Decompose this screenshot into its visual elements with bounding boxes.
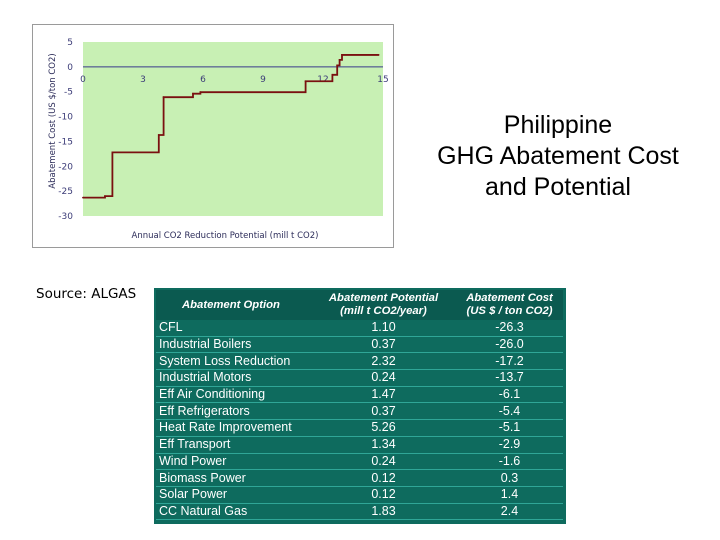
table-row: Eff Air Conditioning 1.47 -6.1 [156, 386, 563, 404]
row-potential: 0.24 [311, 369, 456, 387]
row-cost: -26.0 [456, 336, 563, 354]
table-row: Eff Transport 1.34 -2.9 [156, 436, 563, 454]
row-potential: 0.12 [311, 469, 456, 487]
row-option: System Loss Reduction [156, 352, 311, 371]
table-row: CFL 1.10 -26.3 [156, 320, 563, 337]
row-option: CFL [156, 320, 311, 337]
row-cost: -13.7 [456, 369, 563, 387]
table-header-row: Abatement Option Abatement Potential (mi… [156, 290, 563, 320]
row-potential: 0.24 [311, 453, 456, 471]
row-option: Industrial Motors [156, 369, 311, 387]
header-potential-line1: Abatement Potential [328, 292, 439, 304]
row-option: CC Natural Gas [156, 503, 311, 521]
y-tick-label: 5 [67, 38, 73, 48]
table-row: Heat Rate Improvement 5.26 -5.1 [156, 419, 563, 437]
table-row: Industrial Boilers 0.37 -26.0 [156, 336, 563, 354]
x-tick-label: 9 [260, 75, 266, 85]
y-tick-label: -20 [58, 162, 73, 172]
data-point [336, 64, 339, 67]
row-cost: 2.4 [456, 503, 563, 521]
y-tick-label: -10 [58, 113, 73, 123]
table-row: Biomass Power 0.12 0.3 [156, 469, 563, 487]
table-row: Eff Refrigerators 0.37 -5.4 [156, 402, 563, 421]
slide-title: Philippine GHG Abatement Cost and Potent… [418, 110, 698, 203]
data-point [199, 91, 202, 94]
data-point [111, 151, 114, 154]
y-tick-label: -30 [58, 212, 73, 222]
y-axis-title: Abatement Cost (US $/ton CO2) [48, 53, 58, 188]
x-tick-label: 6 [200, 75, 206, 85]
row-option: Heat Rate Improvement [156, 419, 311, 437]
header-potential: Abatement Potential (mill t CO2/year) [311, 290, 456, 320]
row-potential: 1.10 [311, 320, 456, 337]
row-potential: 0.12 [311, 486, 456, 504]
row-option: Solar Power [156, 486, 311, 504]
row-option: Industrial Boilers [156, 336, 311, 354]
header-option-label: Abatement Option [182, 298, 280, 311]
row-cost: -6.1 [456, 386, 563, 404]
y-tick-label: -15 [58, 137, 73, 147]
x-tick-label: 3 [140, 75, 146, 85]
row-cost: -17.2 [456, 352, 563, 371]
header-option: Abatement Option [156, 290, 311, 320]
abatement-chart: 5 0 -5 -10 -15 -20 -25 -30 0 3 6 9 12 15 Annual CO2 Re… [32, 24, 394, 248]
table-row: Wind Power 0.24 -1.6 [156, 453, 563, 471]
table-body: CFL 1.10 -26.3 Industrial Boilers 0.37 -26.0 S… [156, 320, 563, 521]
row-potential: 2.32 [311, 352, 456, 371]
table-row: Solar Power 0.12 1.4 [156, 486, 563, 504]
data-point [338, 58, 341, 61]
data-point [82, 196, 84, 199]
data-point [341, 54, 343, 56]
data-point [192, 92, 194, 95]
header-potential-line2: (mill t CO2/year) [340, 305, 427, 317]
row-option: Eff Air Conditioning [156, 386, 311, 404]
data-point [104, 195, 106, 198]
row-potential: 0.37 [311, 402, 456, 421]
row-option: Biomass Power [156, 469, 311, 487]
row-cost: 1.4 [456, 486, 563, 504]
x-tick-label: 0 [80, 75, 86, 85]
title-line: and Potential [485, 173, 631, 201]
data-point [157, 134, 160, 136]
data-point [331, 73, 334, 76]
source-label: Source: ALGAS [36, 286, 137, 302]
plot-area [83, 42, 383, 216]
row-cost: -26.3 [456, 320, 563, 337]
x-tick-label: 12 [317, 75, 328, 85]
row-option: Eff Transport [156, 436, 311, 454]
x-tick-label: 15 [377, 75, 388, 85]
data-point [162, 96, 165, 99]
y-tick-label: 0 [67, 63, 73, 73]
row-cost: 0.3 [456, 469, 563, 487]
table-row: CC Natural Gas 1.83 2.4 [156, 503, 563, 521]
row-potential: 5.26 [311, 419, 456, 437]
header-cost: Abatement Cost (US $ / ton CO2) [456, 290, 563, 320]
title-line: Philippine [503, 111, 613, 139]
header-cost-line1: Abatement Cost [466, 292, 553, 304]
row-option: Eff Refrigerators [156, 402, 311, 421]
row-cost: -5.4 [456, 402, 563, 421]
x-axis-title: Annual CO2 Reduction Potential (mill t C… [132, 231, 319, 241]
data-point [304, 80, 307, 83]
row-cost: -5.1 [456, 419, 563, 437]
chart-svg: 5 0 -5 -10 -15 -20 -25 -30 0 3 6 9 12 15 Annual CO2 Re… [48, 38, 389, 241]
row-potential: 1.47 [311, 386, 456, 404]
data-point [377, 54, 380, 56]
title-line: GHG Abatement Cost [437, 142, 679, 170]
header-cost-line2: (US $ / ton CO2) [466, 305, 553, 317]
row-cost: -2.9 [456, 436, 563, 454]
abatement-table: Abatement Option Abatement Potential (mi… [154, 288, 566, 524]
row-option: Wind Power [156, 453, 311, 471]
table-row: System Loss Reduction 2.32 -17.2 [156, 352, 563, 371]
y-tick-label: -5 [64, 88, 73, 98]
table-row: Industrial Motors 0.24 -13.7 [156, 369, 563, 387]
row-cost: -1.6 [456, 453, 563, 471]
row-potential: 1.34 [311, 436, 456, 454]
y-tick-label: -25 [58, 187, 73, 197]
row-potential: 0.37 [311, 336, 456, 354]
row-potential: 1.83 [311, 503, 456, 521]
